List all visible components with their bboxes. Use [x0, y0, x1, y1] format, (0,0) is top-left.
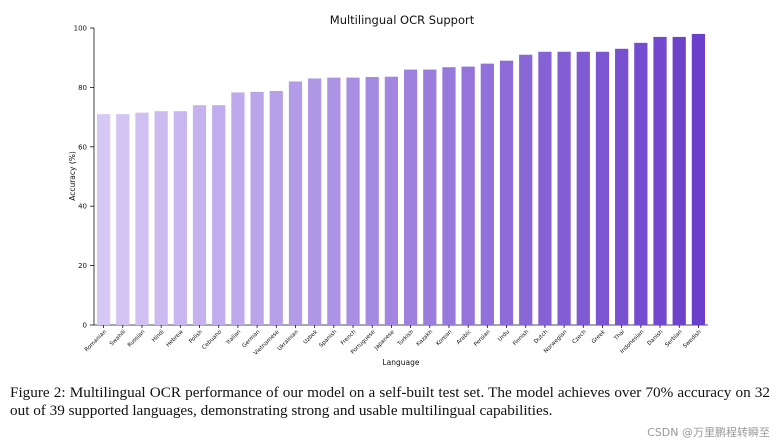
bar-cebuano	[212, 105, 226, 325]
x-tick-label: Czech	[571, 329, 588, 346]
bars	[96, 33, 706, 326]
x-axis-label: Language	[382, 358, 419, 367]
y-axis-label: Accuracy (%)	[68, 151, 77, 201]
bar-polish	[192, 105, 207, 325]
bar-romanian	[96, 114, 111, 325]
bar-portuguese	[365, 77, 379, 325]
bar-hebrew	[173, 111, 187, 325]
bar-vietnamese	[269, 90, 283, 326]
x-tick-label: Russian	[127, 329, 147, 349]
x-tick-label: Hebrew	[165, 329, 185, 349]
x-ticks: Romanian Swahili Russian Hindi Hebrew PolishC…	[84, 325, 703, 357]
bar-danish	[653, 36, 667, 325]
x-tick-label: Greek	[591, 329, 608, 346]
x-tick-label: Korean	[435, 329, 453, 347]
y-tick-label: 60	[78, 143, 87, 151]
bar-italian	[231, 92, 245, 325]
x-tick-label: Turkish	[396, 329, 415, 348]
y-tick-label: 80	[78, 84, 87, 92]
bar-russian	[135, 112, 149, 326]
bar-persian	[480, 63, 494, 325]
figure-caption: Figure 2: Multilingual OCR performance o…	[10, 384, 770, 419]
bar-ukrainian	[288, 81, 303, 326]
x-tick-label: Dutch	[533, 329, 549, 345]
bar-french	[346, 77, 360, 325]
watermark: CSDN @万里鹏程转瞬至	[647, 426, 770, 439]
bar-urdu	[499, 60, 514, 326]
x-tick-label: Thai	[613, 329, 627, 343]
x-tick-label: Ukrainian	[277, 329, 300, 352]
bar-chart: Multilingual OCR Support 0 20 40 60 80 100 Ro…	[68, 13, 708, 367]
x-tick-label: Swahili	[109, 329, 128, 348]
bar-hindi	[154, 111, 168, 325]
bar-dutch	[538, 51, 552, 325]
x-tick-label: Swedish	[682, 329, 703, 350]
bar-kazakh	[423, 69, 437, 325]
bar-czech	[576, 51, 590, 325]
x-tick-label: Persian	[473, 329, 492, 348]
x-tick-label: Spanish	[318, 329, 338, 349]
x-tick-label: Romanian	[84, 329, 108, 353]
x-tick-label: Cebuano	[201, 329, 223, 351]
bar-indonesian	[634, 42, 648, 325]
bar-korean	[442, 67, 456, 325]
bar-german	[250, 91, 264, 325]
bar-turkish	[403, 69, 418, 325]
bar-finnish	[519, 54, 533, 325]
y-tick-label: 0	[83, 322, 87, 330]
bar-swedish	[691, 33, 706, 325]
y-tick-label: 40	[78, 203, 87, 211]
x-tick-label: Danish	[647, 329, 665, 347]
x-tick-label: Hindi	[151, 329, 166, 344]
x-tick-label: Arabic	[456, 329, 473, 346]
x-tick-label: Uzbek	[303, 329, 320, 346]
bar-serbian	[672, 36, 686, 325]
x-tick-label: French	[340, 329, 358, 347]
bar-arabic	[461, 66, 475, 326]
x-tick-label: Italian	[226, 329, 243, 346]
chart-title: Multilingual OCR Support	[330, 13, 475, 27]
bar-norwegian	[557, 51, 571, 325]
x-tick-label: Finnish	[512, 329, 530, 347]
x-tick-label: Polish	[188, 329, 204, 345]
bar-swahili	[116, 114, 130, 325]
bar-japanese	[384, 76, 399, 325]
bar-uzbek	[308, 78, 322, 326]
x-tick-label: Urdu	[497, 329, 511, 343]
x-tick-label: Kazakh	[416, 329, 435, 348]
y-tick-label: 100	[74, 25, 87, 33]
bar-greek	[595, 51, 610, 325]
y-tick-label: 20	[78, 262, 87, 270]
y-ticks: 0 20 40 60 80 100	[74, 25, 94, 330]
bar-thai	[615, 48, 629, 325]
x-tick-label: Japanese	[373, 329, 396, 352]
bar-spanish	[327, 77, 341, 325]
